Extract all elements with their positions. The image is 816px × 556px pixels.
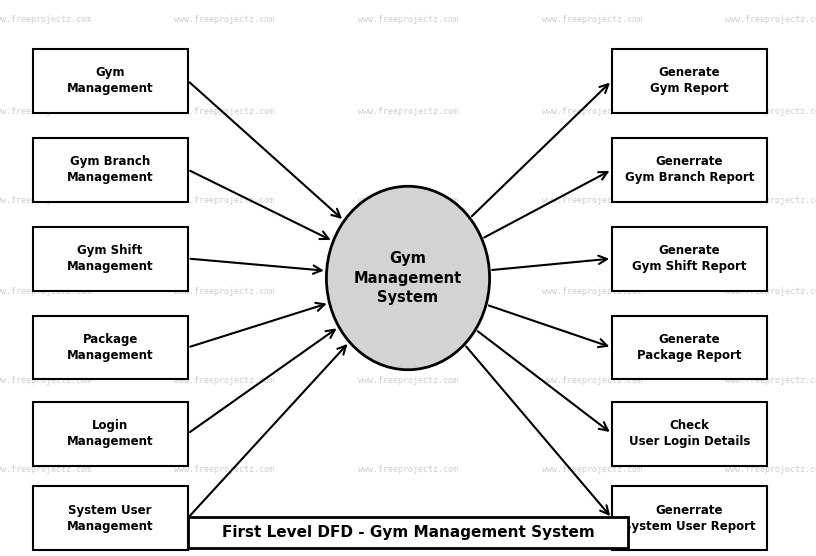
Text: Gym Shift
Management: Gym Shift Management — [67, 244, 153, 273]
Bar — [612, 486, 767, 550]
Bar — [612, 227, 767, 290]
Text: Generate
Gym Report: Generate Gym Report — [650, 66, 729, 95]
Text: www.freeprojectz.com: www.freeprojectz.com — [358, 15, 458, 24]
Text: www.freeprojectz.com: www.freeprojectz.com — [725, 15, 816, 24]
Text: www.freeprojectz.com: www.freeprojectz.com — [175, 15, 274, 24]
Text: www.freeprojectz.com: www.freeprojectz.com — [175, 287, 274, 296]
Text: Gym
Management: Gym Management — [67, 66, 153, 95]
Text: www.freeprojectz.com: www.freeprojectz.com — [542, 107, 641, 116]
Text: www.freeprojectz.com: www.freeprojectz.com — [542, 465, 641, 474]
Text: Generate
Gym Shift Report: Generate Gym Shift Report — [632, 244, 747, 273]
Text: www.freeprojectz.com: www.freeprojectz.com — [0, 287, 91, 296]
Text: www.freeprojectz.com: www.freeprojectz.com — [725, 287, 816, 296]
Bar — [33, 316, 188, 379]
Text: www.freeprojectz.com: www.freeprojectz.com — [725, 107, 816, 116]
Text: www.freeprojectz.com: www.freeprojectz.com — [358, 107, 458, 116]
Text: www.freeprojectz.com: www.freeprojectz.com — [358, 287, 458, 296]
Bar — [188, 517, 628, 548]
Text: www.freeprojectz.com: www.freeprojectz.com — [175, 376, 274, 385]
Text: Generrate
Gym Branch Report: Generrate Gym Branch Report — [625, 155, 754, 184]
Ellipse shape — [326, 186, 490, 370]
Text: www.freeprojectz.com: www.freeprojectz.com — [175, 465, 274, 474]
Text: www.freeprojectz.com: www.freeprojectz.com — [542, 196, 641, 205]
Text: Gym Branch
Management: Gym Branch Management — [67, 155, 153, 184]
Text: www.freeprojectz.com: www.freeprojectz.com — [0, 196, 91, 205]
Text: Package
Management: Package Management — [67, 333, 153, 362]
Bar — [33, 486, 188, 550]
Text: Gym
Management
System: Gym Management System — [354, 251, 462, 305]
Text: www.freeprojectz.com: www.freeprojectz.com — [0, 15, 91, 24]
Bar — [33, 49, 188, 112]
Text: Login
Management: Login Management — [67, 419, 153, 448]
Text: www.freeprojectz.com: www.freeprojectz.com — [175, 196, 274, 205]
Text: www.freeprojectz.com: www.freeprojectz.com — [175, 107, 274, 116]
Bar — [612, 401, 767, 465]
Text: www.freeprojectz.com: www.freeprojectz.com — [358, 376, 458, 385]
Text: www.freeprojectz.com: www.freeprojectz.com — [0, 107, 91, 116]
Text: www.freeprojectz.com: www.freeprojectz.com — [542, 15, 641, 24]
Text: www.freeprojectz.com: www.freeprojectz.com — [358, 465, 458, 474]
Bar — [33, 227, 188, 290]
Bar — [612, 316, 767, 379]
Text: System User
Management: System User Management — [67, 504, 153, 533]
Bar — [612, 49, 767, 112]
Text: www.freeprojectz.com: www.freeprojectz.com — [0, 465, 91, 474]
Bar — [33, 137, 188, 201]
Text: www.freeprojectz.com: www.freeprojectz.com — [542, 287, 641, 296]
Text: www.freeprojectz.com: www.freeprojectz.com — [358, 196, 458, 205]
Text: Generrate
System User Report: Generrate System User Report — [623, 504, 756, 533]
Text: www.freeprojectz.com: www.freeprojectz.com — [725, 376, 816, 385]
Text: Check
User Login Details: Check User Login Details — [629, 419, 750, 448]
Text: www.freeprojectz.com: www.freeprojectz.com — [542, 376, 641, 385]
Text: www.freeprojectz.com: www.freeprojectz.com — [725, 196, 816, 205]
Text: www.freeprojectz.com: www.freeprojectz.com — [0, 376, 91, 385]
Text: www.freeprojectz.com: www.freeprojectz.com — [725, 465, 816, 474]
Text: First Level DFD - Gym Management System: First Level DFD - Gym Management System — [222, 525, 594, 540]
Bar — [33, 401, 188, 465]
Text: Generate
Package Report: Generate Package Report — [637, 333, 742, 362]
Bar — [612, 137, 767, 201]
